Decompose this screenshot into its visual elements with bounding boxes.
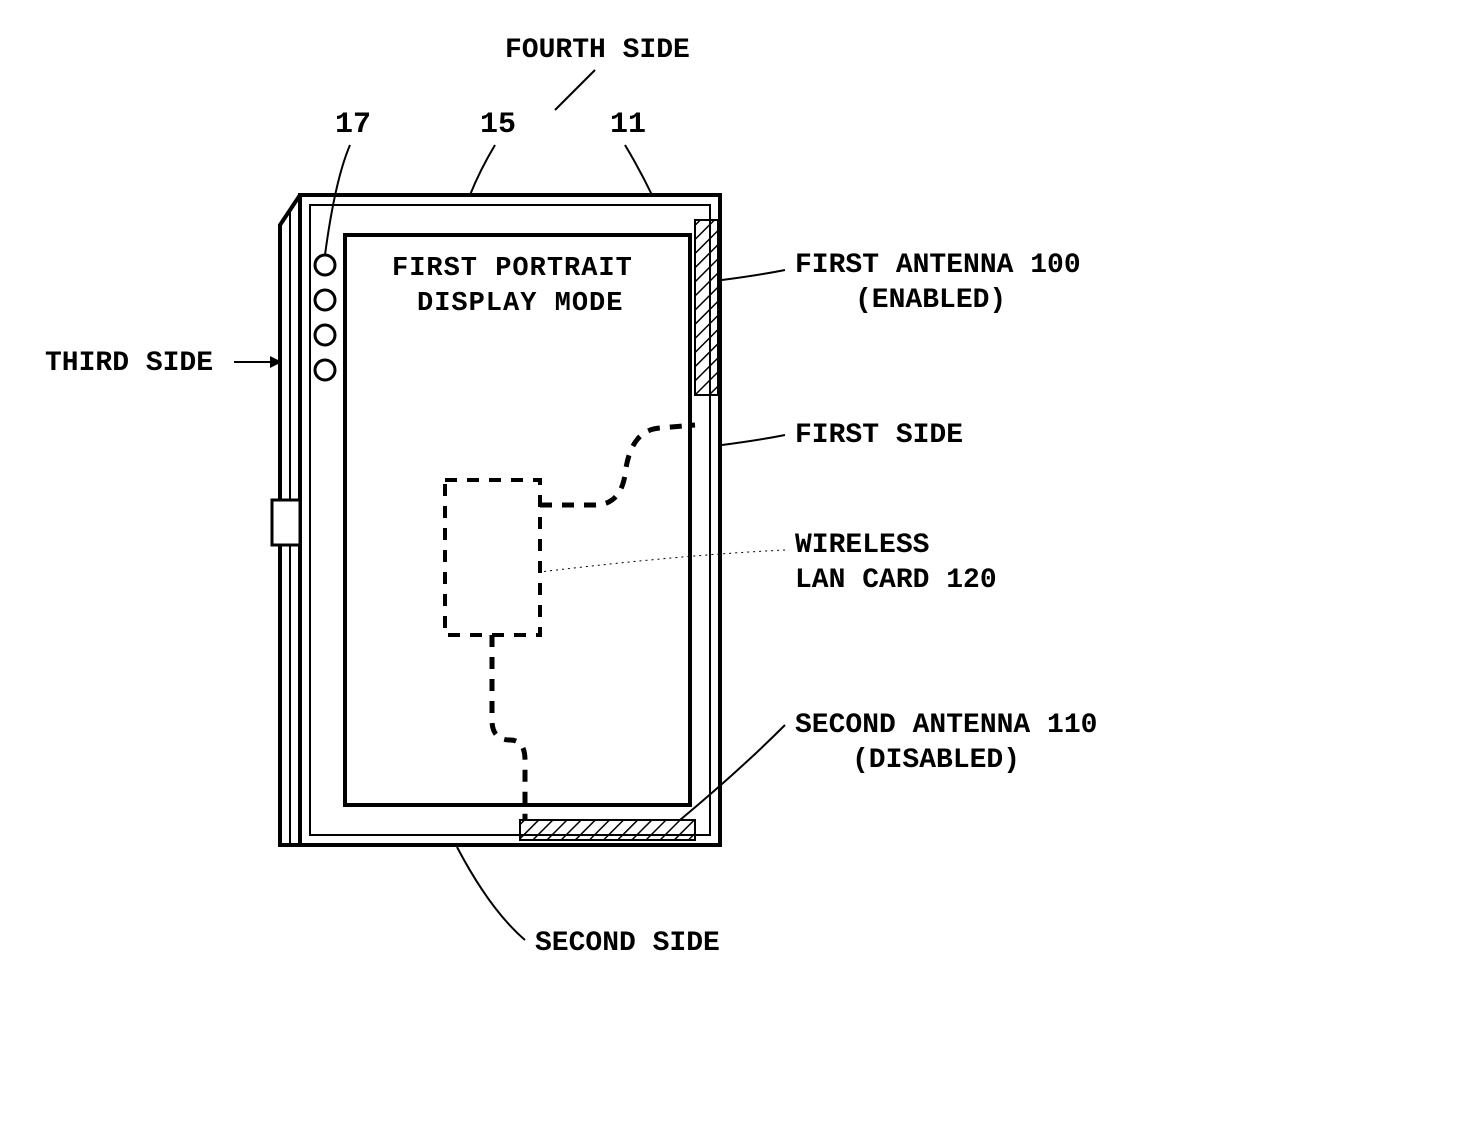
label-wireless-lan-1: WIRELESS (795, 530, 929, 561)
label-first-side: FIRST SIDE (795, 420, 963, 451)
display-screen (345, 235, 690, 805)
diagram-svg (0, 0, 1478, 1122)
display-mode-line1: FIRST PORTRAIT (392, 254, 633, 284)
first-antenna-region (695, 220, 718, 395)
label-fourth-side: FOURTH SIDE (505, 35, 690, 66)
refnum-11: 11 (610, 108, 646, 142)
side-latch (272, 500, 300, 545)
label-second-antenna-1: SECOND ANTENNA 110 (795, 710, 1097, 741)
patent-diagram: 17 15 11 FOURTH SIDE THIRD SIDE FIRST SI… (0, 0, 1478, 1122)
label-first-antenna-2: (ENABLED) (855, 285, 1006, 316)
label-first-antenna-1: FIRST ANTENNA 100 (795, 250, 1081, 281)
label-second-antenna-2: (DISABLED) (852, 745, 1020, 776)
label-third-side: THIRD SIDE (45, 348, 213, 379)
refnum-15: 15 (480, 108, 516, 142)
refnum-17: 17 (335, 108, 371, 142)
label-second-side: SECOND SIDE (535, 928, 720, 959)
display-mode-line2: DISPLAY MODE (417, 289, 623, 319)
second-antenna-region (520, 820, 695, 840)
label-wireless-lan-2: LAN CARD 120 (795, 565, 997, 596)
